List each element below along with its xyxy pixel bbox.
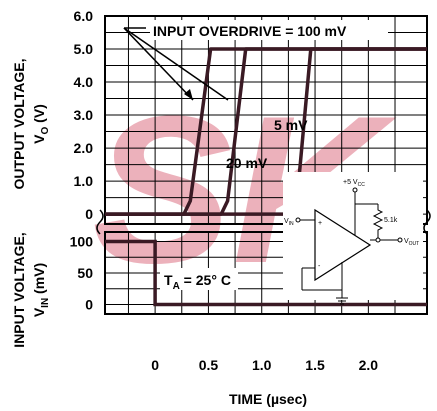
vout-v: V [404,238,409,245]
resistor-label: 5.1k [384,217,398,224]
bottom-panel-frame [104,231,428,315]
top-ylabel-line1: OUTPUT VOLTAGE, [11,59,27,190]
bottom-y-ticks: 100 50 0 [70,233,94,312]
overdrive-label-bg [150,20,388,40]
top-ytick-0: 6.0 [74,8,94,24]
vin-v: V [284,218,289,225]
top-y-ticks: 6.0 5.0 4.0 3.0 2.0 1.0 0 [74,8,94,222]
series-line-5-mV [105,47,427,216]
top-ylabel-unit: (V) [31,104,47,127]
minus-sign: - [318,263,321,270]
bottom-ylabel-2: VIN (mV) [31,263,51,317]
overdrive-label: INPUT OVERDRIVE = 100 mV [153,23,347,39]
bottom-ylabel-sub: IN [40,298,51,308]
plus-sign: + [318,220,322,227]
bottom-ylabel-unit: (mV) [31,263,47,298]
top-ytick-3: 3.0 [74,107,94,123]
xtick-4: 2.0 [359,357,379,373]
top-ytick-1: 5.0 [74,41,94,57]
ta-rest: = 25° C [180,272,231,288]
bottom-ytick-0: 100 [70,233,94,249]
vin-node [295,217,301,223]
bottom-ytick-1: 50 [77,265,93,281]
ta-sub: A [173,281,180,292]
top-ylabel-v: V [31,134,47,144]
axis-break-marks [96,209,431,235]
break-left [96,209,104,235]
xtick-1: 0.5 [199,357,219,373]
x-axis-title: TIME (µsec) [229,391,307,407]
ta-annotation: TA = 25° C [160,268,238,292]
output-node [397,237,403,243]
ta-label: TA = 25° C [164,272,231,292]
top-ylabel-sub: O [40,127,51,135]
label-20mv: 20 mV [226,155,268,171]
top-ytick-2: 4.0 [74,74,94,90]
overdrive-annotation: INPUT OVERDRIVE = 100 mV [123,20,388,101]
bottom-ylabel-line1: INPUT VOLTAGE, [11,232,27,347]
label-5mv: 5 mV [274,117,308,133]
overdrive-pointer-3 [123,27,229,101]
top-series [105,47,427,216]
overdrive-pointer-2 [123,27,194,101]
xtick-2: 1.0 [252,357,272,373]
vout-sub: OUT [409,241,420,247]
vcc-label: +5 VCC [343,179,365,188]
output-junction [375,237,381,243]
bottom-ytick-2: 0 [85,297,93,313]
vin-sub: IN [289,221,294,227]
top-ytick-6: 0 [85,206,93,222]
bottom-ylabel: INPUT VOLTAGE, [11,232,27,347]
top-ytick-5: 1.0 [74,173,94,189]
schematic-inset: + - VIN 5.1k +5 VCC VOUT [283,172,423,305]
xtick-0: 0 [151,357,159,373]
vout-label: VOUT [404,238,419,247]
x-ticks: 0 0.5 1.0 1.5 2.0 [151,357,378,373]
overdrive-arrowhead-1 [184,89,193,100]
bottom-ylabel-v: V [31,307,47,317]
vin-label: VIN [284,218,294,227]
top-ylabel: OUTPUT VOLTAGE, [11,59,27,190]
break-right [423,209,431,235]
top-panel-frame [104,15,428,225]
top-ylabel-2: VO (V) [31,104,51,144]
ta-label-bg [160,268,238,290]
series-line-input [105,239,427,307]
resistor-symbol [372,204,384,240]
xtick-3: 1.5 [305,357,325,373]
vcc-v: +5 V [343,179,358,186]
top-ytick-4: 2.0 [74,140,94,156]
vcc-node [352,187,358,193]
vcc-sub: CC [358,182,366,188]
bottom-series [105,239,427,307]
ta-t: T [164,272,173,288]
